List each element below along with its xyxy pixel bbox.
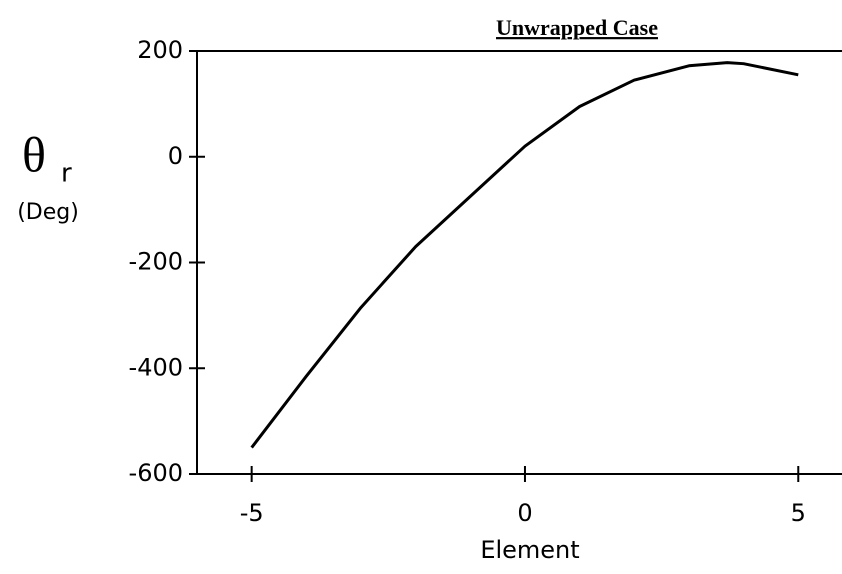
chart-title: Unwrapped Case [496, 15, 658, 40]
y-tick-label: -400 [129, 353, 183, 381]
y-tick-label: 0 [168, 142, 183, 170]
x-tick-label: 5 [791, 499, 806, 527]
y-tick-label: -600 [129, 459, 183, 487]
y-label-subscript: r [61, 159, 72, 189]
x-tick-label: -5 [240, 499, 264, 527]
y-tick-label: 200 [137, 36, 183, 64]
line [250, 61, 799, 449]
y-tick-label: -200 [129, 248, 183, 276]
x-tick-label: 0 [517, 499, 532, 527]
x-label: Element [480, 536, 579, 564]
y-label-symbol: θ [22, 126, 46, 182]
y-label-unit: (Deg) [17, 200, 79, 225]
